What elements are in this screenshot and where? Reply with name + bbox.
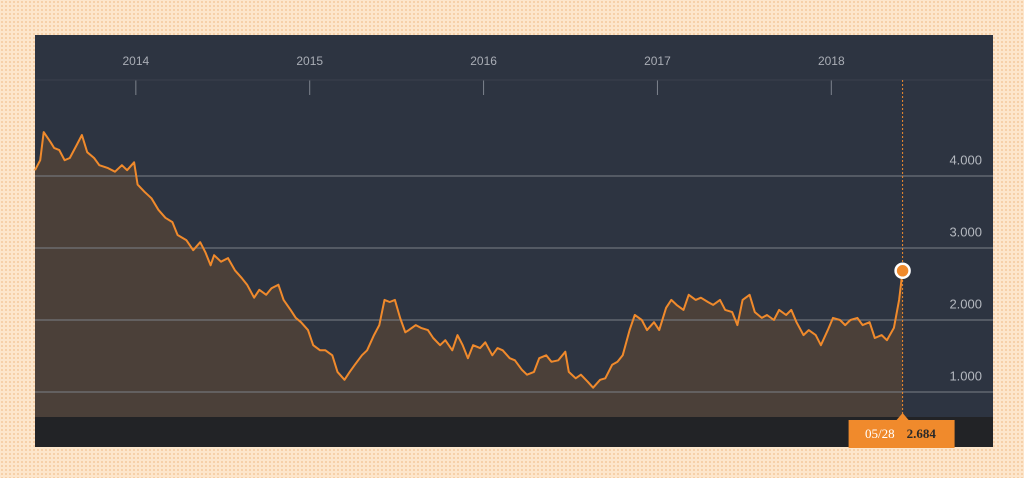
marker-value: 2.684 (907, 426, 937, 441)
x-tick-label: 2015 (296, 54, 323, 68)
y-tick-label: 3.000 (949, 224, 982, 239)
y-tick-label: 2.000 (949, 296, 982, 311)
x-tick-label: 2018 (818, 54, 845, 68)
date-box-pointer (896, 413, 909, 420)
x-tick-label: 2014 (122, 54, 149, 68)
area (35, 132, 903, 417)
line (34, 131, 904, 389)
x-tick-label: 2016 (470, 54, 497, 68)
y-tick-label: 1.000 (949, 368, 982, 383)
marker-date: 05/28 (865, 426, 895, 441)
x-tick-label: 2017 (644, 54, 671, 68)
last-point (894, 262, 911, 280)
y-tick-label: 4.000 (949, 152, 982, 167)
footer-bar (35, 417, 993, 447)
date-box (848, 420, 955, 448)
